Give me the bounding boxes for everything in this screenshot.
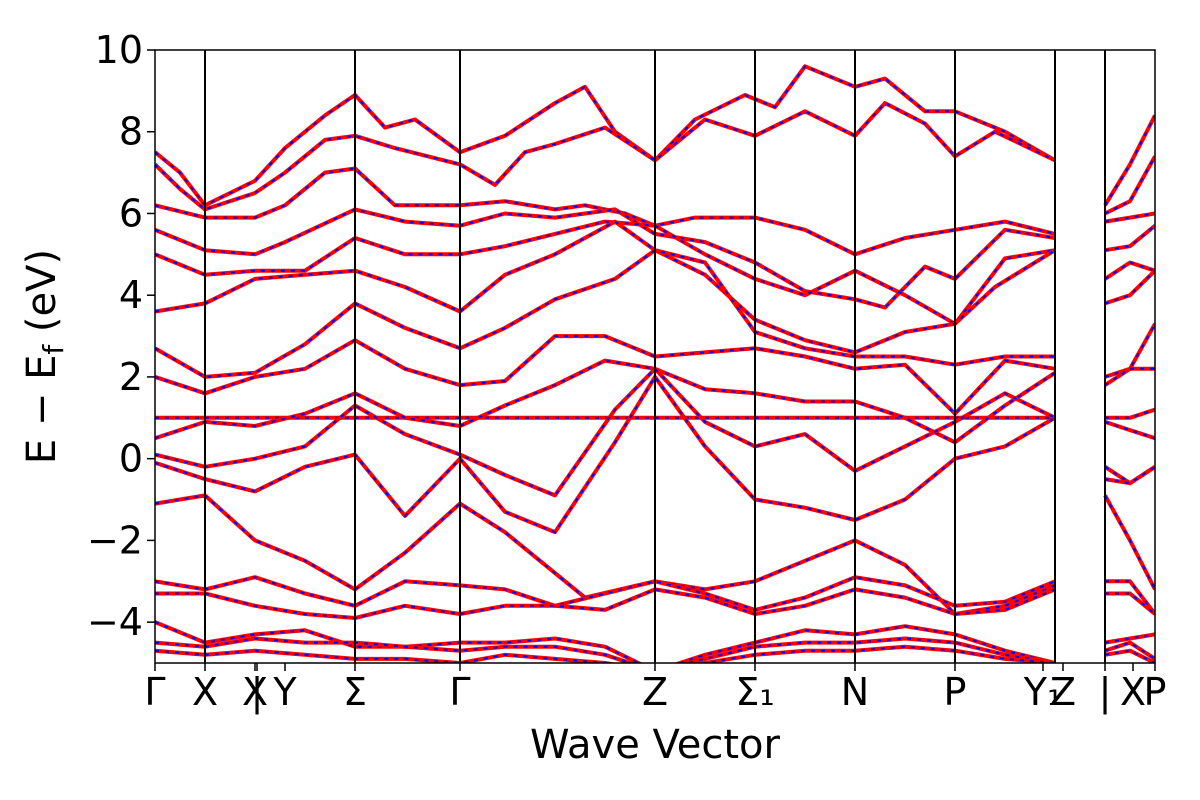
band-overlay-b2	[155, 101, 1056, 211]
band-overlay-b1	[155, 65, 1056, 207]
band-overlay-b18	[155, 645, 1056, 663]
y-tick-label: 2	[119, 355, 143, 399]
band-overlay-b7b	[1104, 323, 1155, 378]
band-line-b17b	[1104, 640, 1155, 661]
band-overlay-b9b	[1105, 408, 1155, 419]
band-line-b8b	[1103, 366, 1155, 387]
band-line-b12b	[1104, 465, 1155, 486]
y-axis-label-unit: (eV)	[19, 249, 65, 345]
x-tick-label: Y	[272, 670, 297, 714]
band-line-b14	[155, 575, 1056, 612]
band-line-b13	[155, 493, 1056, 616]
y-tick-label: −2	[87, 518, 143, 562]
x-tick-label: Y₁	[1023, 670, 1062, 714]
band-overlay-b16b	[1104, 633, 1155, 644]
band-overlay-b3	[155, 167, 1056, 256]
band-line-b10b	[1104, 419, 1155, 441]
x-tick-label: Γ	[449, 670, 470, 714]
band-overlay-b3b	[1104, 212, 1155, 223]
band-overlay-b13b	[1104, 494, 1155, 590]
band-line-b1	[155, 64, 1056, 208]
band-line-b5b	[1103, 260, 1155, 281]
band-overlay-b10b	[1104, 420, 1155, 440]
y-axis-label-subscript: f	[37, 344, 70, 355]
x-tick-label: Γ	[144, 670, 165, 714]
y-axis-label: E − Ef (eV)	[19, 249, 70, 464]
x-tick-label: Z	[642, 670, 668, 714]
band-overlay-b4	[155, 208, 1056, 309]
y-tick-label: −4	[87, 600, 143, 644]
band-line-b7	[155, 248, 1055, 379]
band-line-b6b	[1104, 269, 1155, 306]
x-tick-label: X	[192, 670, 218, 714]
x-tick-label: P	[1144, 670, 1167, 714]
y-tick-label: 10	[95, 28, 143, 72]
x-tick-label: |	[1099, 670, 1112, 715]
x-tick-label: |	[251, 670, 264, 715]
x-axis-label: Wave Vector	[530, 722, 781, 768]
band-line-b12	[155, 374, 1056, 535]
y-tick-label: 4	[119, 273, 143, 317]
band-line-b8	[155, 334, 1056, 416]
band-line-b1b	[1103, 114, 1155, 207]
band-overlay-b8b	[1104, 367, 1155, 386]
x-tick-label: Σ	[343, 670, 367, 714]
band-line-b10	[155, 358, 1057, 445]
band-line-b15b	[1105, 591, 1155, 616]
band-overlay-b18b	[1104, 649, 1155, 663]
band-overlay-b17	[155, 637, 1056, 663]
band-line-b4b	[1104, 224, 1155, 253]
band-overlay-b14b	[1105, 580, 1155, 615]
band-overlay-b6	[155, 220, 1056, 354]
x-tick-label: Σ₁	[735, 670, 774, 714]
band-overlay-b12	[155, 375, 1056, 534]
high-symmetry-lines	[204, 50, 1106, 663]
x-tick-label: N	[841, 670, 869, 714]
band-overlay-b16	[155, 621, 1056, 663]
band-line-b9b	[1105, 407, 1155, 420]
y-tick-label: 0	[119, 437, 143, 481]
band-overlay-b15	[155, 588, 1056, 620]
x-tick-label: X	[242, 670, 268, 714]
x-axis-ticks: Γ X X| Y Σ Γ Z Σ₁ N P Y₁Z | XP	[144, 663, 1166, 715]
x-tick-label: X	[1120, 670, 1146, 714]
y-tick-label: 6	[119, 191, 143, 235]
band-overlay-b2b	[1104, 155, 1155, 215]
y-axis-label-main: E − E	[19, 355, 65, 465]
band-line-b4	[155, 207, 1056, 310]
x-tick-label: Z	[1050, 670, 1076, 714]
band-line-b11	[155, 366, 1056, 498]
y-axis-ticks: −4 −2 0 2 4 6 8 10	[87, 28, 155, 644]
band-overlay-b8	[155, 335, 1056, 416]
band-line-b18	[155, 644, 1056, 663]
bands-layer	[155, 64, 1155, 663]
y-tick-label: 8	[119, 110, 143, 154]
band-overlay-b11	[155, 367, 1056, 497]
x-tick-label: P	[944, 670, 967, 714]
band-overlay-b5	[155, 220, 1056, 326]
